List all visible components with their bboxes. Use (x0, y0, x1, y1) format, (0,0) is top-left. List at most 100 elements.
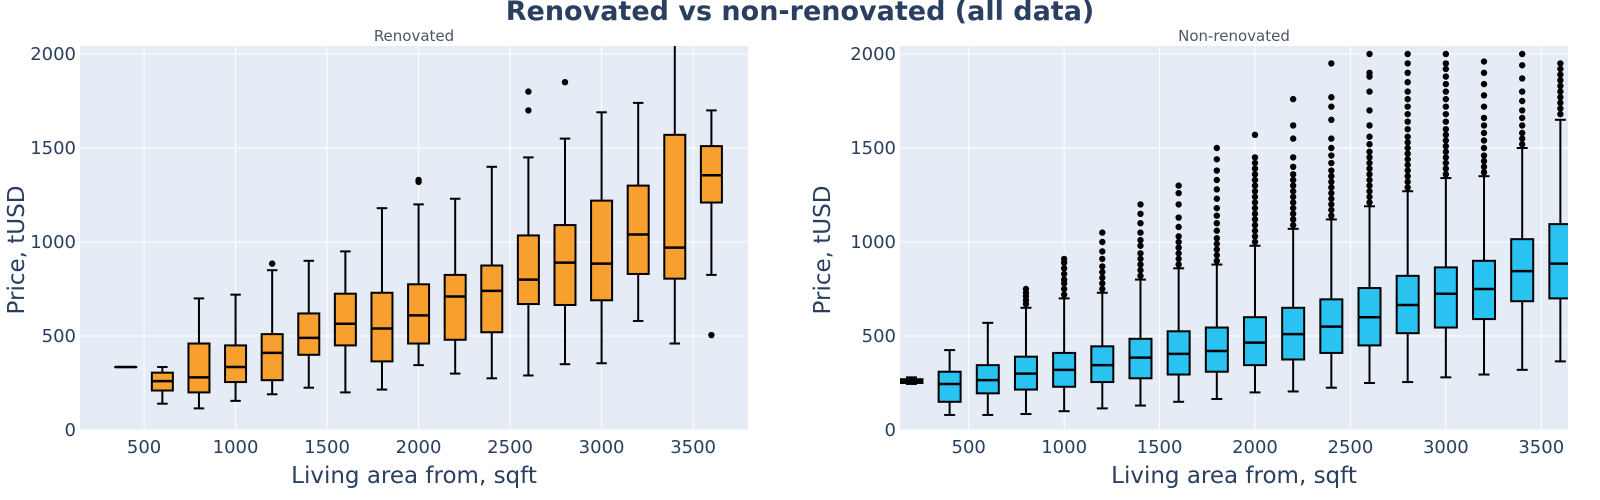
box-outlier (1557, 94, 1564, 101)
box-outlier (561, 79, 569, 86)
box-iqr (516, 234, 540, 306)
y-tick-label: 1000 (30, 232, 76, 253)
box-outlier (1557, 65, 1564, 73)
box-outlier (1289, 199, 1297, 206)
box-outlier (1137, 220, 1144, 227)
box-outlier (415, 176, 422, 184)
box-outlier (1328, 116, 1335, 124)
box-outlier (1366, 88, 1373, 95)
box-iqr (1548, 223, 1568, 300)
box-iqr (626, 184, 650, 275)
box-outlier (1213, 186, 1221, 193)
box-outlier (1442, 159, 1450, 167)
box-group (224, 293, 248, 402)
box-outlier (1480, 169, 1488, 176)
x-tick-label: 1000 (1041, 437, 1087, 458)
box-outlier (1557, 110, 1564, 118)
y-tick-label: 0 (65, 420, 76, 441)
box-outlier (1518, 107, 1526, 114)
box-outlier (1518, 135, 1526, 142)
box-outlier (1442, 137, 1450, 144)
box-outlier (1518, 50, 1526, 58)
box-outlier (1099, 268, 1106, 276)
box-outlier (1175, 238, 1182, 246)
box-outlier (1366, 188, 1373, 195)
box-outlier (1366, 165, 1373, 172)
box-outlier (1328, 167, 1335, 174)
box-outlier (1404, 144, 1411, 152)
box-outlier (1289, 188, 1297, 195)
box-outlier (1213, 251, 1221, 259)
box-group (1013, 285, 1038, 416)
box-outlier (1213, 167, 1221, 174)
box-iqr (480, 264, 504, 334)
box-group (1204, 144, 1229, 400)
box-group (937, 349, 962, 416)
box-outlier (1328, 212, 1335, 219)
box-outlier (1099, 274, 1106, 281)
box-group (699, 109, 723, 339)
box-outlier (1328, 195, 1335, 202)
box-outlier (1328, 189, 1335, 197)
box-outlier (1480, 163, 1488, 170)
box-iqr (590, 199, 614, 302)
x-tick-label: 2000 (396, 437, 442, 458)
box-outlier (1251, 159, 1259, 167)
box-outlier (1404, 118, 1411, 125)
box-outlier (1366, 193, 1373, 201)
box-outlier (1557, 88, 1564, 95)
box-outlier (1366, 159, 1373, 167)
x-tick-label: 1500 (1137, 437, 1183, 458)
box-outlier (1557, 60, 1564, 67)
box-outlier (1366, 182, 1373, 189)
box-outlier (1557, 105, 1564, 112)
box-outlier (1442, 95, 1450, 103)
box-group (1472, 58, 1497, 376)
box-outlier (1060, 291, 1068, 298)
box-iqr (224, 344, 248, 384)
box-outlier (1328, 159, 1335, 167)
box-outlier (525, 107, 532, 114)
box-outlier (1137, 272, 1144, 280)
box-outlier (1251, 199, 1259, 206)
box-outlier (1328, 135, 1335, 142)
box-outlier (1137, 250, 1144, 257)
box-outlier (1480, 58, 1488, 65)
box-outlier (1289, 216, 1297, 223)
x-axis-label: Living area from, sqft (291, 463, 537, 489)
box-outlier (1289, 204, 1297, 212)
box-outlier (1213, 176, 1221, 184)
box-outlier (1442, 65, 1450, 73)
box-outlier (1518, 114, 1526, 122)
box-outlier (1289, 154, 1297, 161)
box-outlier (1404, 110, 1411, 118)
box-outlier (1404, 167, 1411, 174)
y-tick-label: 2000 (30, 44, 76, 65)
box-outlier (1328, 173, 1335, 180)
box-outlier (1366, 122, 1373, 129)
box-outlier (1404, 161, 1411, 169)
x-axis-label: Living area from, sqft (1111, 463, 1357, 489)
box-outlier (1480, 122, 1488, 129)
box-outlier (1442, 148, 1450, 155)
box-outlier (1366, 176, 1373, 184)
box-iqr (260, 333, 284, 382)
box-outlier (1099, 285, 1106, 293)
box-outlier (1289, 135, 1297, 142)
x-tick-label: 3000 (579, 437, 625, 458)
box-outlier (1251, 216, 1259, 223)
box-group (1128, 201, 1153, 407)
box-group (187, 297, 211, 410)
box-outlier (1251, 131, 1259, 139)
box-group (1242, 131, 1267, 394)
box-outlier (1022, 285, 1030, 293)
box-outlier (1404, 88, 1411, 95)
box-outlier (1442, 80, 1450, 88)
box-outlier (1366, 199, 1373, 206)
box-outlier (1404, 126, 1411, 133)
box-outlier (1480, 92, 1488, 99)
box-group (663, 46, 687, 345)
box-outlier (1137, 261, 1144, 268)
box-iqr (937, 370, 962, 403)
